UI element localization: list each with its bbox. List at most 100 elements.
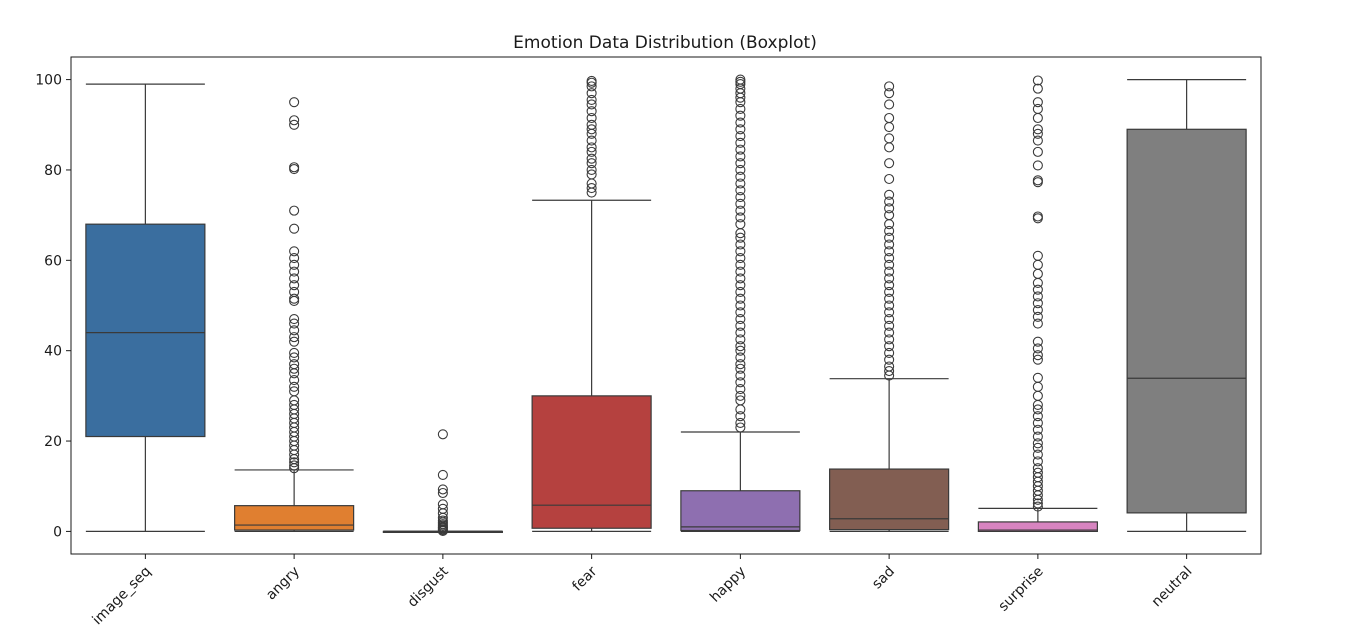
outlier-point — [1032, 467, 1043, 478]
outlier-point — [1032, 103, 1043, 115]
outlier-point — [289, 280, 300, 291]
y-tick-label: 60 — [44, 253, 62, 269]
outlier-point — [289, 223, 300, 234]
y-tick-label: 20 — [44, 434, 62, 450]
outlier-point — [884, 327, 895, 338]
outlier-point — [289, 286, 300, 297]
outlier-point — [586, 99, 597, 110]
outlier-point — [1032, 211, 1043, 222]
outlier-point — [1032, 417, 1043, 429]
outlier-point — [735, 341, 746, 352]
outlier-point — [437, 484, 448, 495]
outlier-point — [1032, 498, 1043, 509]
outlier-point — [735, 239, 746, 250]
outlier-point — [735, 390, 746, 401]
outlier-point — [289, 318, 300, 329]
outlier-point — [586, 88, 597, 99]
plot-frame — [70, 56, 1262, 555]
y-tick-label: 40 — [44, 344, 62, 360]
x-tick-label-surprise: surprise — [996, 564, 1047, 615]
outlier-point — [735, 286, 746, 297]
box-sad — [829, 468, 950, 531]
outlier-point — [884, 307, 895, 318]
outlier-point — [884, 81, 895, 92]
outlier-point — [884, 365, 895, 377]
outlier-point — [586, 169, 597, 180]
outlier-point — [735, 185, 746, 196]
outlier-point — [289, 119, 300, 130]
outlier-point — [289, 381, 300, 392]
outlier-point — [735, 178, 746, 189]
outlier-point — [437, 469, 448, 480]
outlier-point — [1032, 97, 1043, 108]
outlier-point — [289, 205, 300, 216]
outlier-point — [1032, 146, 1043, 157]
outlier-point — [1032, 411, 1043, 422]
outlier-point — [437, 499, 448, 510]
outlier-point — [1032, 268, 1043, 279]
x-tick-label-fear: fear — [569, 563, 600, 594]
outlier-point — [884, 112, 895, 124]
outlier-point — [1032, 404, 1043, 415]
outlier-point — [735, 144, 746, 155]
box-angry — [234, 505, 355, 531]
outlier-point — [735, 334, 746, 345]
outlier-point — [437, 429, 448, 440]
outlier-point — [735, 359, 746, 370]
outlier-point — [735, 422, 746, 433]
outlier-point — [1032, 284, 1043, 295]
outlier-point — [884, 259, 895, 270]
outlier-point — [289, 359, 300, 370]
outlier-point — [586, 81, 597, 92]
outlier-point — [884, 225, 895, 236]
outlier-point — [884, 203, 895, 214]
outlier-point — [735, 151, 746, 162]
outlier-point — [586, 164, 597, 176]
outlier-point — [1032, 456, 1043, 467]
outlier-point — [1032, 449, 1043, 460]
outlier-point — [884, 361, 895, 372]
outlier-point — [289, 293, 300, 304]
outlier-point — [1032, 75, 1043, 86]
outlier-point — [735, 219, 746, 230]
outlier-point — [735, 273, 746, 284]
outlier-point — [735, 192, 746, 203]
outlier-point — [735, 266, 746, 277]
outlier-point — [437, 487, 448, 499]
outlier-point — [735, 110, 746, 121]
box-surprise — [977, 521, 1098, 533]
outlier-point — [1032, 298, 1043, 309]
outlier-point — [586, 94, 597, 105]
outlier-point — [735, 259, 746, 270]
outlier-point — [735, 320, 746, 331]
outlier-point — [289, 97, 300, 108]
outlier-point — [586, 75, 597, 86]
outlier-point — [1032, 112, 1043, 124]
outlier-point — [735, 171, 746, 182]
outlier-point — [884, 300, 895, 311]
outlier-point — [1032, 442, 1043, 453]
outlier-point — [1032, 318, 1043, 329]
box-neutral — [1126, 128, 1247, 514]
outlier-point — [884, 280, 895, 291]
x-tick-label-image_seq: image_seq — [90, 564, 155, 629]
outlier-point — [884, 196, 895, 207]
outlier-point — [735, 307, 746, 318]
outlier-point — [437, 515, 448, 526]
outlier-point — [289, 336, 300, 347]
outlier-point — [1032, 250, 1043, 261]
outlier-point — [884, 266, 895, 277]
outlier-point — [1032, 463, 1043, 474]
outlier-point — [735, 131, 746, 142]
outlier-point — [289, 246, 300, 257]
outlier-point — [884, 189, 895, 200]
outlier-point — [735, 103, 746, 115]
outlier-point — [586, 153, 597, 164]
outlier-point — [884, 253, 895, 264]
outlier-point — [289, 162, 300, 173]
outlier-point — [1032, 160, 1043, 171]
outlier-point — [884, 210, 895, 221]
outlier-point — [1032, 431, 1043, 442]
box-fear — [531, 395, 652, 529]
outlier-point — [735, 314, 746, 325]
